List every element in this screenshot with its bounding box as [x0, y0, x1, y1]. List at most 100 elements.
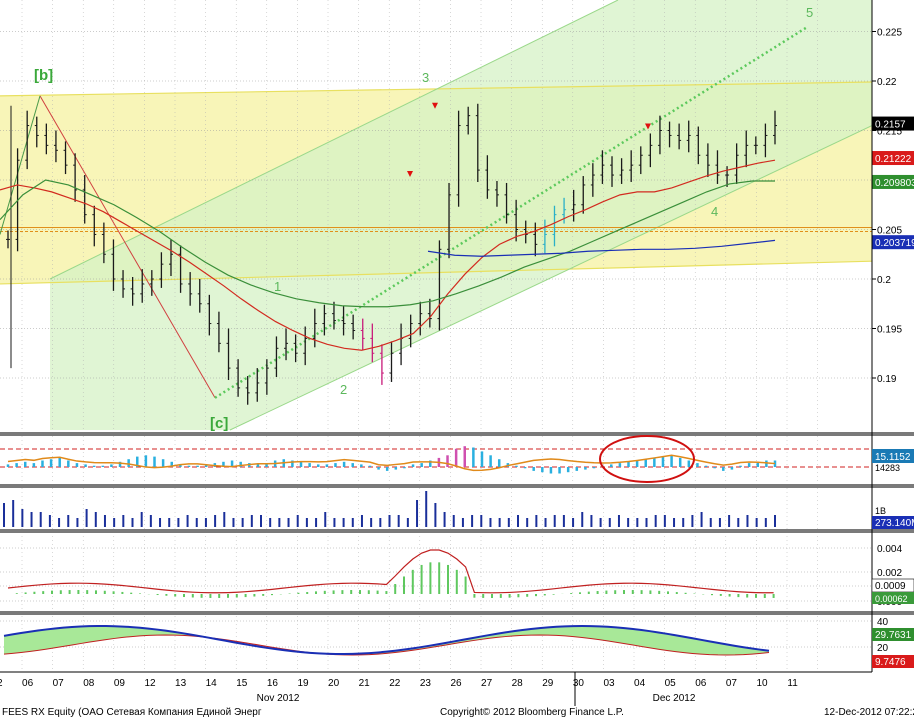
- macd-value-label: 0.0009: [875, 581, 906, 592]
- x-tick-label: 19: [297, 678, 309, 689]
- dmi-value-box: [872, 628, 914, 641]
- wave-label: 2: [340, 382, 347, 397]
- value-label-box: [872, 235, 914, 250]
- x-tick-label: 10: [756, 678, 768, 689]
- dmi-tick-label: 20: [877, 643, 889, 654]
- dmi-fill: [106, 626, 115, 640]
- dmi-fill: [4, 634, 13, 655]
- dmi-value-label: 29.7631: [875, 630, 912, 641]
- x-tick-label: 02: [0, 678, 3, 689]
- dmi-fill: [63, 627, 72, 647]
- x-tick-label: 07: [53, 678, 65, 689]
- x-tick-label: 15: [236, 678, 248, 689]
- dmi-fill: [556, 626, 565, 636]
- green-channel-bottom: [229, 125, 873, 431]
- x-tick-label: 06: [695, 678, 707, 689]
- dmi-fill: [38, 629, 47, 651]
- wave-line-b-c: [39, 95, 216, 399]
- moving-average-blue: [427, 239, 776, 257]
- wave-label: [b]: [34, 67, 53, 84]
- dmi-fill: [675, 635, 684, 653]
- oscillator-secondary-label: 14283: [875, 463, 900, 473]
- dmi-fill: [633, 629, 642, 647]
- green-channel: [50, 0, 872, 430]
- dmi-fill: [97, 626, 106, 641]
- panel-separator: [0, 484, 914, 488]
- dmi-fill: [616, 627, 625, 644]
- dmi-fill: [80, 626, 89, 644]
- y-tick-label: 0.22: [877, 77, 897, 88]
- footer-timestamp: 12-Dec-2012 07:22:29: [824, 707, 914, 718]
- wave-label: 3: [422, 70, 429, 85]
- panel-separator: [0, 529, 914, 533]
- dmi-fill: [735, 645, 744, 655]
- dmi-fill: [21, 631, 30, 653]
- dmi-fill: [131, 627, 140, 637]
- dmi-fill: [89, 626, 98, 643]
- value-label: 0.203719: [875, 238, 914, 249]
- x-tick-label: 23: [420, 678, 432, 689]
- macd-tick-label: 0.002: [877, 568, 902, 579]
- dmi-fill: [539, 627, 548, 636]
- dmi-fill: [658, 632, 667, 651]
- value-label: 0.209803: [875, 178, 914, 189]
- x-tick-label: 09: [114, 678, 126, 689]
- value-label: 0.21222: [875, 154, 912, 165]
- oscillator-value-box: [872, 449, 914, 463]
- macd-tick-label: 0.004: [877, 544, 902, 555]
- dmi-plus-line: [3, 624, 770, 655]
- x-tick-label: 05: [665, 678, 677, 689]
- dmi-minus-line: [3, 634, 770, 656]
- oscillator-signal-line: [7, 454, 776, 472]
- x-tick-label: 03: [603, 678, 615, 689]
- x-tick-label: 06: [22, 678, 34, 689]
- volume-value-label: 273.140M: [875, 518, 914, 529]
- y-tick-label: 0.195: [877, 325, 902, 336]
- macd-secondary-box: [872, 592, 914, 604]
- dmi-value-label: 9.7476: [875, 657, 906, 668]
- x-tick-label: 29: [542, 678, 554, 689]
- x-tick-label: 28: [512, 678, 524, 689]
- macd-secondary-label: 0.00062: [875, 594, 908, 604]
- x-tick-label: 16: [267, 678, 279, 689]
- y-tick-label: 0.2: [877, 275, 891, 286]
- dmi-fill: [650, 631, 659, 650]
- x-tick-label: 11: [787, 678, 798, 689]
- dotted-trend-line: [214, 25, 809, 399]
- wave-line-a-b: [0, 95, 41, 235]
- dmi-fill: [590, 626, 599, 640]
- volume-value-box: [872, 516, 914, 529]
- value-label-box: [872, 174, 914, 189]
- dmi-fill: [531, 628, 540, 636]
- dmi-fill: [140, 627, 149, 636]
- chart: 0.190.1950.20.2050.210.2150.220.225[b][c…: [0, 0, 914, 707]
- dmi-fill: [573, 626, 582, 638]
- y-tick-label: 0.19: [877, 374, 897, 385]
- footer-ticker: FEES RX Equity (OAO Сетевая Компания Еди…: [2, 707, 262, 718]
- green-channel-top: [49, 0, 619, 280]
- value-label: 0.2157: [875, 120, 906, 131]
- x-tick-label: 08: [83, 678, 95, 689]
- dmi-fill: [709, 641, 718, 655]
- dmi-fill: [72, 626, 81, 645]
- dmi-fill: [55, 627, 64, 648]
- dmi-fill: [726, 644, 735, 655]
- x-tick-label: 20: [328, 678, 340, 689]
- dmi-fill: [123, 626, 132, 638]
- x-tick-label: 21: [359, 678, 371, 689]
- dmi-fill: [582, 626, 591, 639]
- value-label-box: [872, 116, 914, 131]
- x-tick-label: 13: [175, 678, 187, 689]
- x-tick-label: 04: [634, 678, 646, 689]
- dmi-fill: [701, 639, 710, 655]
- x-tick-label: 22: [389, 678, 401, 689]
- wave-label: 1: [274, 279, 281, 294]
- month-label: Dec 2012: [653, 693, 696, 704]
- dmi-fill: [565, 626, 574, 637]
- wave-label: 5: [806, 5, 813, 20]
- moving-average-red: [0, 159, 776, 351]
- x-tick-label: 07: [726, 678, 738, 689]
- dmi-fill: [599, 626, 608, 641]
- dmi-tick-label: 40: [877, 617, 889, 628]
- footer-copyright: Copyright© 2012 Bloomberg Finance L.P.: [440, 707, 624, 718]
